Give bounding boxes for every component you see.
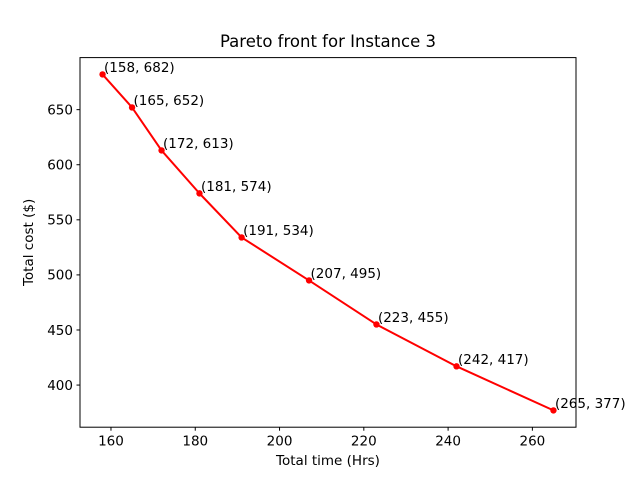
x-tick-label: 240 — [435, 434, 461, 450]
x-axis: 160 180 200 220 240 260 — [98, 427, 545, 450]
data-point-marker — [550, 407, 557, 414]
data-point-label: (165, 652) — [134, 93, 205, 109]
data-point-marker — [373, 321, 380, 328]
y-axis: 400 450 500 550 600 650 — [47, 102, 80, 394]
y-tick-label: 500 — [47, 268, 73, 284]
data-point-label: (191, 534) — [243, 223, 314, 239]
data-point-label: (223, 455) — [378, 310, 449, 326]
plot-frame — [79, 57, 577, 428]
data-point-marker — [196, 190, 203, 197]
pareto-series — [99, 71, 557, 414]
chart-title: Pareto front for Instance 3 — [220, 32, 436, 51]
data-point-marker — [158, 147, 165, 154]
data-point-marker — [99, 71, 106, 78]
plot-area: 160 180 200 220 240 260 400 450 500 550 600 650 (1… — [47, 57, 626, 450]
y-tick-label: 450 — [47, 323, 73, 339]
y-tick-label: 400 — [47, 378, 73, 394]
data-point-label: (181, 574) — [201, 179, 272, 195]
x-tick-label: 160 — [98, 434, 124, 450]
data-point-label: (207, 495) — [311, 266, 382, 282]
x-axis-label: Total time (Hrs) — [275, 453, 380, 469]
x-tick-label: 220 — [351, 434, 377, 450]
x-tick-label: 260 — [519, 434, 545, 450]
data-point-marker — [128, 104, 136, 111]
data-point-marker — [238, 234, 245, 241]
data-point-label: (265, 377) — [555, 396, 626, 412]
data-point-label: (172, 613) — [163, 136, 234, 152]
y-tick-label: 600 — [47, 158, 73, 174]
x-tick-label: 180 — [182, 434, 208, 450]
point-annotations: (158, 682) (165, 652) (172, 613) (181, 574)… — [104, 60, 626, 412]
y-tick-label: 550 — [47, 213, 73, 229]
data-point-marker — [453, 363, 460, 370]
y-tick-label: 650 — [47, 102, 73, 118]
y-axis-label: Total cost ($) — [21, 199, 37, 287]
data-point-label: (158, 682) — [104, 60, 175, 76]
data-point-label: (242, 417) — [458, 352, 529, 368]
data-point-marker — [305, 277, 313, 284]
x-tick-label: 200 — [267, 434, 293, 450]
